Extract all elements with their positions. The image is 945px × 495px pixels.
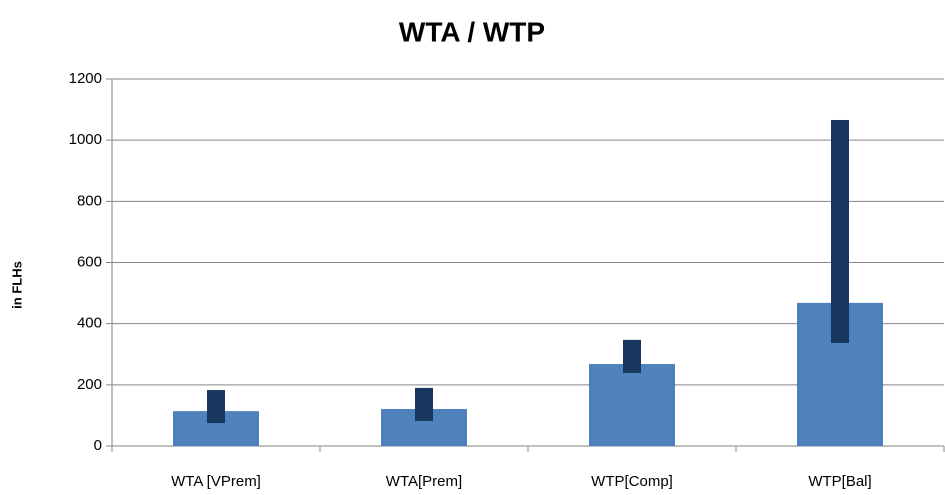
x-tick-label: WTP[Comp] [591, 473, 673, 490]
range-bar [207, 390, 225, 424]
y-tick-label: 200 [77, 376, 102, 393]
x-tick-label: WTA[Prem] [386, 473, 462, 490]
bar [589, 364, 675, 446]
range-bar [623, 339, 641, 373]
y-tick-label: 400 [77, 315, 102, 332]
y-tick-label: 1200 [69, 70, 102, 87]
y-tick-label: 0 [94, 437, 102, 454]
chart-title: WTA / WTP [399, 16, 545, 47]
range-bar [831, 119, 849, 343]
y-tick-label: 1000 [69, 131, 102, 148]
x-tick-label: WTP[Bal] [808, 473, 871, 490]
y-tick-label: 800 [77, 192, 102, 209]
y-axis-label: in FLHs [9, 261, 24, 309]
range-bar [415, 387, 433, 421]
y-tick-label: 600 [77, 253, 102, 270]
x-tick-label: WTA [VPrem] [171, 473, 261, 490]
